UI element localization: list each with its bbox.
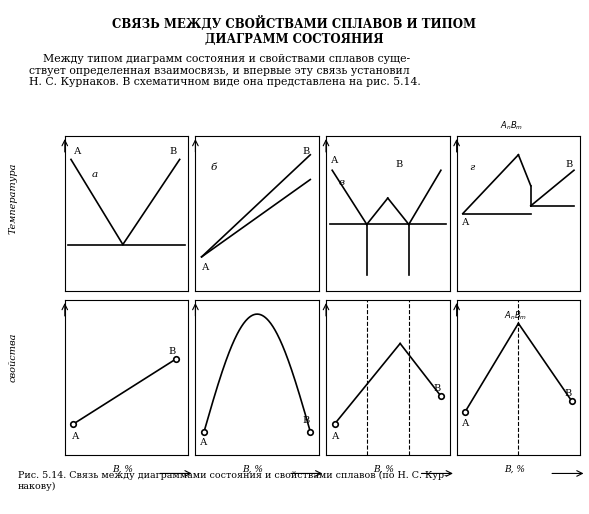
Text: В: В bbox=[303, 416, 310, 426]
Text: В, %: В, % bbox=[504, 464, 525, 473]
Text: А: А bbox=[332, 432, 340, 441]
Text: $A_n B_m$: $A_n B_m$ bbox=[504, 309, 527, 322]
Text: г: г bbox=[469, 162, 474, 172]
Text: свойства: свойства bbox=[8, 333, 18, 382]
Text: В: В bbox=[564, 389, 571, 397]
Text: А: А bbox=[201, 263, 209, 272]
Text: В, %: В, % bbox=[112, 464, 133, 473]
Text: В, %: В, % bbox=[373, 464, 394, 473]
Text: Рис. 5.14. Связь между диаграммами состояния и свойствами сплавов (по Н. С. Кур-: Рис. 5.14. Связь между диаграммами состо… bbox=[18, 471, 447, 491]
Text: а: а bbox=[92, 170, 98, 179]
Text: А: А bbox=[331, 156, 338, 166]
Text: в: в bbox=[338, 178, 345, 187]
Text: В: В bbox=[395, 159, 402, 169]
Text: $A_n B_m$: $A_n B_m$ bbox=[500, 119, 523, 132]
Text: А: А bbox=[200, 438, 208, 447]
Text: А: А bbox=[74, 147, 81, 156]
Text: В, %: В, % bbox=[243, 464, 263, 473]
Text: Температура: Температура bbox=[8, 162, 18, 234]
Text: б: б bbox=[210, 162, 217, 172]
Text: А: А bbox=[462, 419, 469, 429]
Text: СВЯЗЬ МЕЖДУ СВОЙСТВАМИ СПЛАВОВ И ТИПОМ
ДИАГРАММ СОСТОЯНИЯ: СВЯЗЬ МЕЖДУ СВОЙСТВАМИ СПЛАВОВ И ТИПОМ Д… bbox=[112, 16, 477, 46]
Text: Между типом диаграмм состояния и свойствами сплавов суще-
ствует определенная вз: Между типом диаграмм состояния и свойств… bbox=[29, 54, 421, 87]
Text: В: В bbox=[303, 147, 310, 156]
Text: В: В bbox=[565, 159, 573, 169]
Text: А: А bbox=[72, 432, 80, 441]
Text: А: А bbox=[462, 218, 469, 227]
Text: В: В bbox=[170, 147, 177, 156]
Text: В: В bbox=[434, 384, 441, 393]
Text: В: В bbox=[168, 347, 176, 356]
